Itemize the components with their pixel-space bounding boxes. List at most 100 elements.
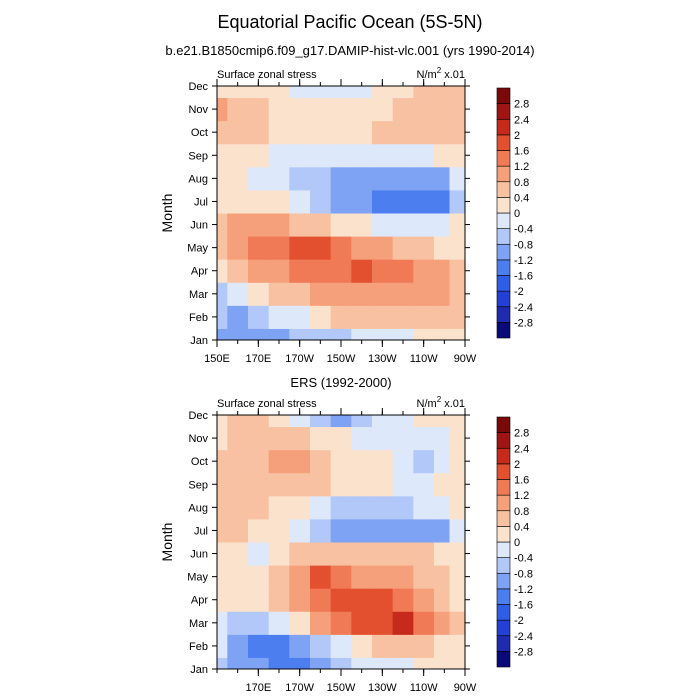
heatmap-cell [217, 426, 228, 451]
heatmap-cell [289, 166, 311, 191]
colorbar-box [496, 322, 511, 339]
colorbar-tick-label: -2.8 [514, 317, 533, 329]
y-tick-label: Oct [191, 456, 208, 468]
colorbar-tick-label: 2 [514, 459, 520, 471]
heatmap-cell [434, 415, 450, 428]
heatmap-cell [248, 634, 270, 658]
heatmap-cell [289, 426, 311, 451]
heatmap-cell [227, 259, 249, 283]
heatmap-cell [268, 86, 290, 99]
heatmap-cell [227, 611, 249, 635]
heatmap-cell [449, 328, 465, 340]
colorbar-box [496, 572, 511, 590]
heatmap-cell [372, 213, 394, 237]
heatmap-cell [392, 305, 414, 329]
chart-subtitle: b.e21.B1850cmip6.f09_g17.DAMIP-hist-vlc.… [165, 43, 535, 58]
heatmap-cell [217, 213, 228, 237]
heatmap-cell [351, 657, 373, 669]
heatmap-cell [413, 495, 435, 520]
heatmap-cell [392, 565, 414, 589]
colorbar-box [496, 243, 511, 261]
heatmap-cell [227, 657, 249, 669]
heatmap-cell [372, 449, 394, 474]
heatmap-cell [310, 259, 332, 283]
y-tick-label: Apr [191, 266, 208, 278]
heatmap-cell [268, 518, 290, 543]
heatmap-cell [330, 189, 352, 214]
colorbar-box [496, 212, 511, 229]
heatmap-cell [330, 542, 352, 566]
heatmap-cell [372, 542, 394, 566]
heatmap-cell [392, 588, 414, 612]
heatmap-cell [330, 97, 352, 122]
heatmap-cell [227, 542, 249, 566]
heatmap-cell [392, 120, 414, 145]
colorbar-box [496, 588, 511, 605]
colorbar-box [496, 494, 511, 512]
colorbar-tick-label: -2 [514, 615, 524, 627]
heatmap-cell [289, 588, 311, 612]
heatmap-cell [310, 588, 332, 612]
heatmap-cell [351, 86, 373, 99]
heatmap-cell [330, 166, 352, 191]
colorbar-tick-label: 1.6 [514, 475, 529, 487]
colorbar-box [496, 651, 511, 668]
heatmap-cell [268, 588, 290, 612]
heatmap-cell [330, 259, 352, 283]
heatmap-cell [449, 97, 465, 122]
heatmap-cell [268, 305, 290, 329]
heatmap-cell [434, 611, 450, 635]
x-tick-label: 170W [285, 353, 314, 365]
heatmap-cell [248, 86, 270, 99]
heatmap-cell [372, 305, 394, 329]
heatmap-cell [372, 86, 394, 99]
heatmap-cell [413, 328, 435, 340]
heatmap-cell [268, 426, 290, 451]
heatmap-cell [392, 657, 414, 669]
heatmap-cell [351, 166, 373, 191]
heatmap-cell [248, 518, 270, 543]
heatmap-cell [310, 282, 332, 306]
heatmap-cell [449, 143, 465, 168]
heatmap-field-1 [217, 86, 465, 340]
heatmap-cell [330, 426, 352, 451]
colorbar-tick-label: -1.6 [514, 600, 533, 612]
colorbar-tick-label: 1.2 [514, 490, 529, 502]
heatmap-cell [310, 657, 332, 669]
heatmap-cell [289, 472, 311, 497]
heatmap-cell [372, 588, 394, 612]
colorbar-box [496, 134, 511, 151]
heatmap-cell [392, 328, 414, 340]
heatmap-cell [227, 236, 249, 260]
colorbar-box [496, 228, 511, 245]
x-tick-label: 90W [454, 682, 477, 694]
heatmap-cell [217, 588, 228, 612]
heatmap-cell [413, 305, 435, 329]
heatmap-cell [330, 236, 352, 260]
colorbar-tick-label: 1.2 [514, 161, 529, 173]
heatmap-cell [227, 189, 249, 214]
heatmap-cell [289, 236, 311, 260]
x-tick-label: 130W [368, 682, 397, 694]
colorbar-tick-label: -0.4 [514, 553, 533, 565]
heatmap-cell [268, 415, 290, 428]
heatmap-cell [392, 542, 414, 566]
x-tick-label: 170W [285, 682, 314, 694]
heatmap-cell [392, 472, 414, 497]
heatmap-cell [351, 213, 373, 237]
heatmap-cell [268, 657, 290, 669]
colorbar-tick-label: -1.2 [514, 255, 533, 267]
colorbar-box [496, 306, 511, 323]
heatmap-cell [434, 426, 450, 451]
heatmap-cell [449, 305, 465, 329]
heatmap-cell [227, 449, 249, 474]
heatmap-cell [227, 472, 249, 497]
heatmap-cell [351, 415, 373, 428]
y-tick-label: Nov [188, 433, 208, 445]
heatmap-cell [392, 415, 414, 428]
heatmap-cell [351, 120, 373, 145]
heatmap-cell [434, 282, 450, 306]
heatmap-cell [449, 657, 465, 669]
heatmap-cell [330, 282, 352, 306]
heatmap-cell [434, 634, 450, 658]
